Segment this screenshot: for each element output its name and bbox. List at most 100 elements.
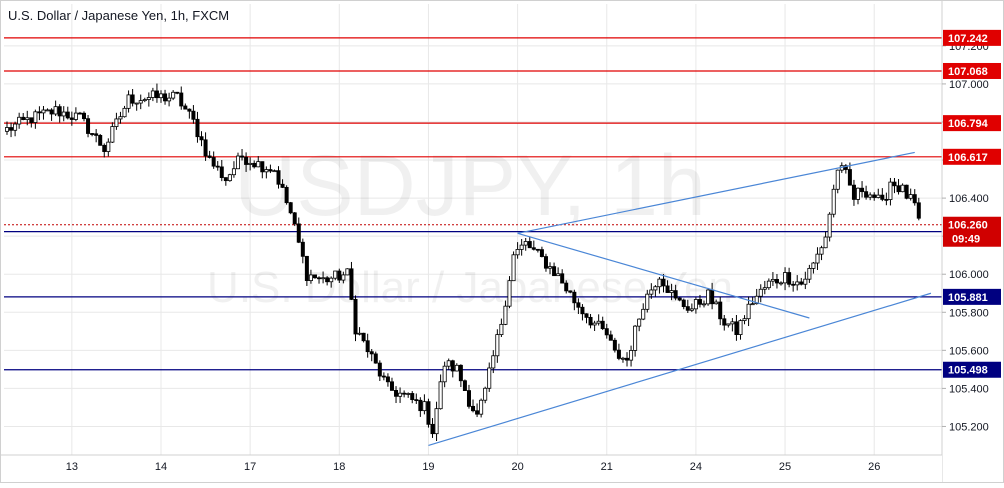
candle-body bbox=[693, 299, 698, 310]
candle-body bbox=[57, 106, 62, 117]
candle-body bbox=[758, 288, 763, 297]
candle-body bbox=[880, 194, 885, 200]
candle-body bbox=[466, 390, 471, 407]
candle-body bbox=[843, 165, 848, 170]
y-tick-label: 105.800 bbox=[949, 307, 989, 319]
candle-body bbox=[665, 285, 670, 293]
candle-body bbox=[199, 136, 204, 141]
candle-body bbox=[353, 299, 358, 335]
candle-body bbox=[317, 277, 322, 280]
candle-body bbox=[511, 254, 516, 282]
candle-body bbox=[341, 274, 346, 281]
candle-body bbox=[864, 191, 869, 198]
candle-body bbox=[438, 381, 443, 410]
x-tick-label: 18 bbox=[333, 461, 345, 473]
candle-body bbox=[604, 328, 609, 336]
candle-body bbox=[191, 110, 196, 120]
candle-body bbox=[389, 381, 394, 391]
candle-body bbox=[61, 111, 66, 117]
candle-body bbox=[539, 249, 544, 257]
candle-body bbox=[795, 281, 800, 286]
candle-body bbox=[430, 423, 435, 435]
candle-body bbox=[815, 253, 820, 264]
candle-body bbox=[669, 290, 674, 293]
candle-body bbox=[268, 169, 273, 172]
candle-body bbox=[535, 248, 540, 251]
last-price-tag-background bbox=[943, 216, 1001, 247]
candle-body bbox=[203, 139, 208, 157]
y-tick-label: 107.000 bbox=[949, 79, 989, 91]
candle-body bbox=[523, 241, 528, 246]
candle-body bbox=[329, 277, 334, 283]
candle-body bbox=[629, 350, 634, 361]
candle-body bbox=[827, 213, 832, 238]
candle-body bbox=[819, 247, 824, 255]
candle-body bbox=[365, 340, 370, 353]
candle-body bbox=[130, 94, 135, 104]
trendline bbox=[428, 292, 932, 447]
candle-body bbox=[175, 91, 180, 94]
candle-body bbox=[426, 401, 431, 425]
candle-body bbox=[223, 177, 228, 182]
candle-body bbox=[779, 282, 784, 285]
candle-body bbox=[187, 108, 192, 112]
candle-body bbox=[608, 334, 613, 341]
candle-body bbox=[77, 112, 82, 115]
candle-body bbox=[296, 223, 301, 243]
candle-body bbox=[515, 249, 520, 256]
candle-body bbox=[280, 183, 285, 188]
candle-body bbox=[256, 161, 261, 168]
candle-body bbox=[410, 393, 415, 401]
level-price-tag: 105.498 bbox=[948, 365, 988, 377]
candle-body bbox=[531, 247, 536, 250]
candle-body bbox=[499, 323, 504, 336]
candle-body bbox=[616, 349, 621, 359]
candle-body bbox=[5, 127, 10, 132]
candle-body bbox=[657, 278, 662, 288]
candle-body bbox=[556, 273, 561, 277]
candle-body bbox=[345, 268, 350, 276]
candle-body bbox=[264, 169, 269, 173]
candle-body bbox=[754, 295, 759, 305]
candle-body bbox=[568, 290, 573, 293]
candle-body bbox=[742, 318, 747, 322]
candle-body bbox=[572, 291, 577, 304]
candle-body bbox=[876, 194, 881, 198]
x-tick-label: 19 bbox=[422, 461, 434, 473]
candle-body bbox=[722, 318, 727, 326]
level-price-tag-background bbox=[943, 115, 1001, 132]
candle-body bbox=[106, 141, 111, 152]
candle-body bbox=[357, 332, 362, 335]
chart-title: U.S. Dollar / Japanese Yen, 1h, FXCM bbox=[8, 8, 230, 23]
candle-body bbox=[167, 97, 172, 102]
level-price-tag: 105.881 bbox=[948, 292, 988, 304]
candle-body bbox=[519, 244, 524, 250]
candle-body bbox=[710, 289, 715, 305]
candle-body bbox=[766, 280, 771, 289]
candle-body bbox=[361, 332, 366, 342]
candle-body bbox=[807, 268, 812, 280]
candle-body bbox=[847, 169, 852, 186]
candle-body bbox=[304, 255, 309, 282]
candle-body bbox=[69, 117, 74, 120]
candle-body bbox=[641, 308, 646, 320]
candle-body bbox=[86, 118, 91, 134]
candle-body bbox=[916, 202, 921, 219]
candle-body bbox=[479, 399, 484, 415]
candle-body bbox=[349, 268, 354, 300]
candle-body bbox=[381, 375, 386, 378]
candle-body bbox=[596, 320, 601, 324]
candle-body bbox=[272, 170, 277, 173]
candle-body bbox=[446, 360, 451, 367]
candle-body bbox=[697, 299, 702, 305]
last-price-tag: 106.260 bbox=[948, 220, 988, 232]
candle-body bbox=[292, 212, 297, 225]
candle-body bbox=[118, 116, 123, 120]
candle-body bbox=[503, 305, 508, 325]
x-tick-label: 24 bbox=[690, 461, 702, 473]
candle-body bbox=[620, 357, 625, 360]
candle-body bbox=[803, 278, 808, 285]
candle-body bbox=[94, 133, 99, 136]
candle-body bbox=[207, 155, 212, 158]
